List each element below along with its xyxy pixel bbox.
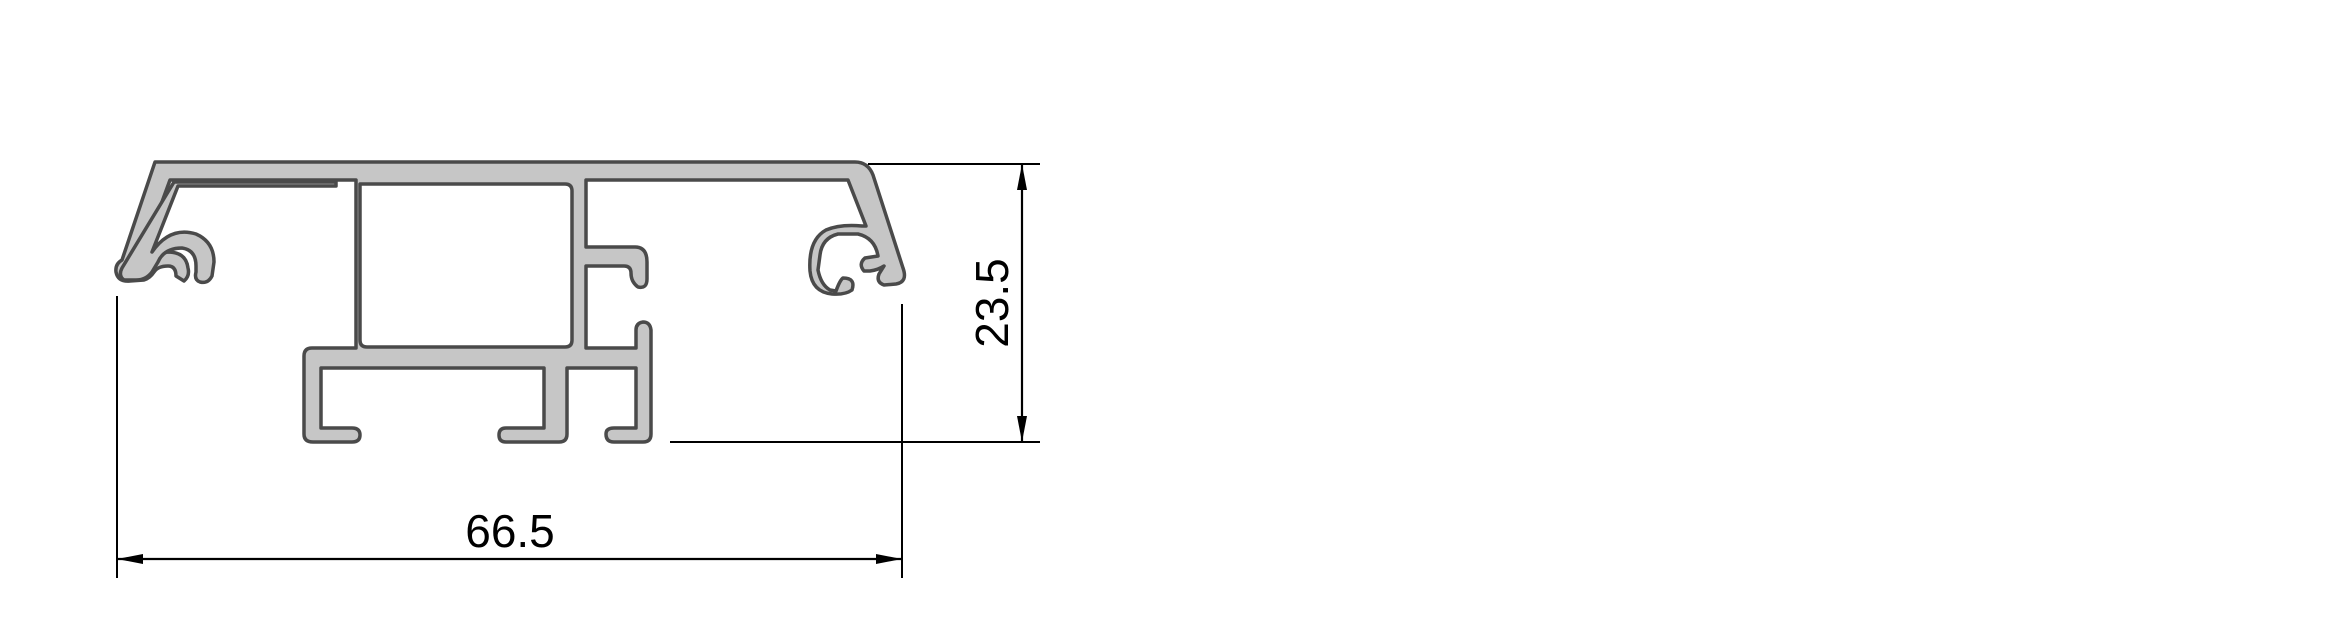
- width-label: 66.5: [465, 505, 555, 557]
- central-hollow: [358, 182, 574, 349]
- extrusion-profile: [114, 160, 907, 444]
- width-arrow-left: [117, 554, 143, 564]
- width-arrow-right: [876, 554, 902, 564]
- height-label: 23.5: [966, 258, 1018, 348]
- left-hook: [118, 180, 338, 285]
- height-arrow-bottom: [1017, 416, 1027, 442]
- height-dimension: 23.5: [670, 163, 1040, 443]
- height-arrow-top: [1017, 164, 1027, 190]
